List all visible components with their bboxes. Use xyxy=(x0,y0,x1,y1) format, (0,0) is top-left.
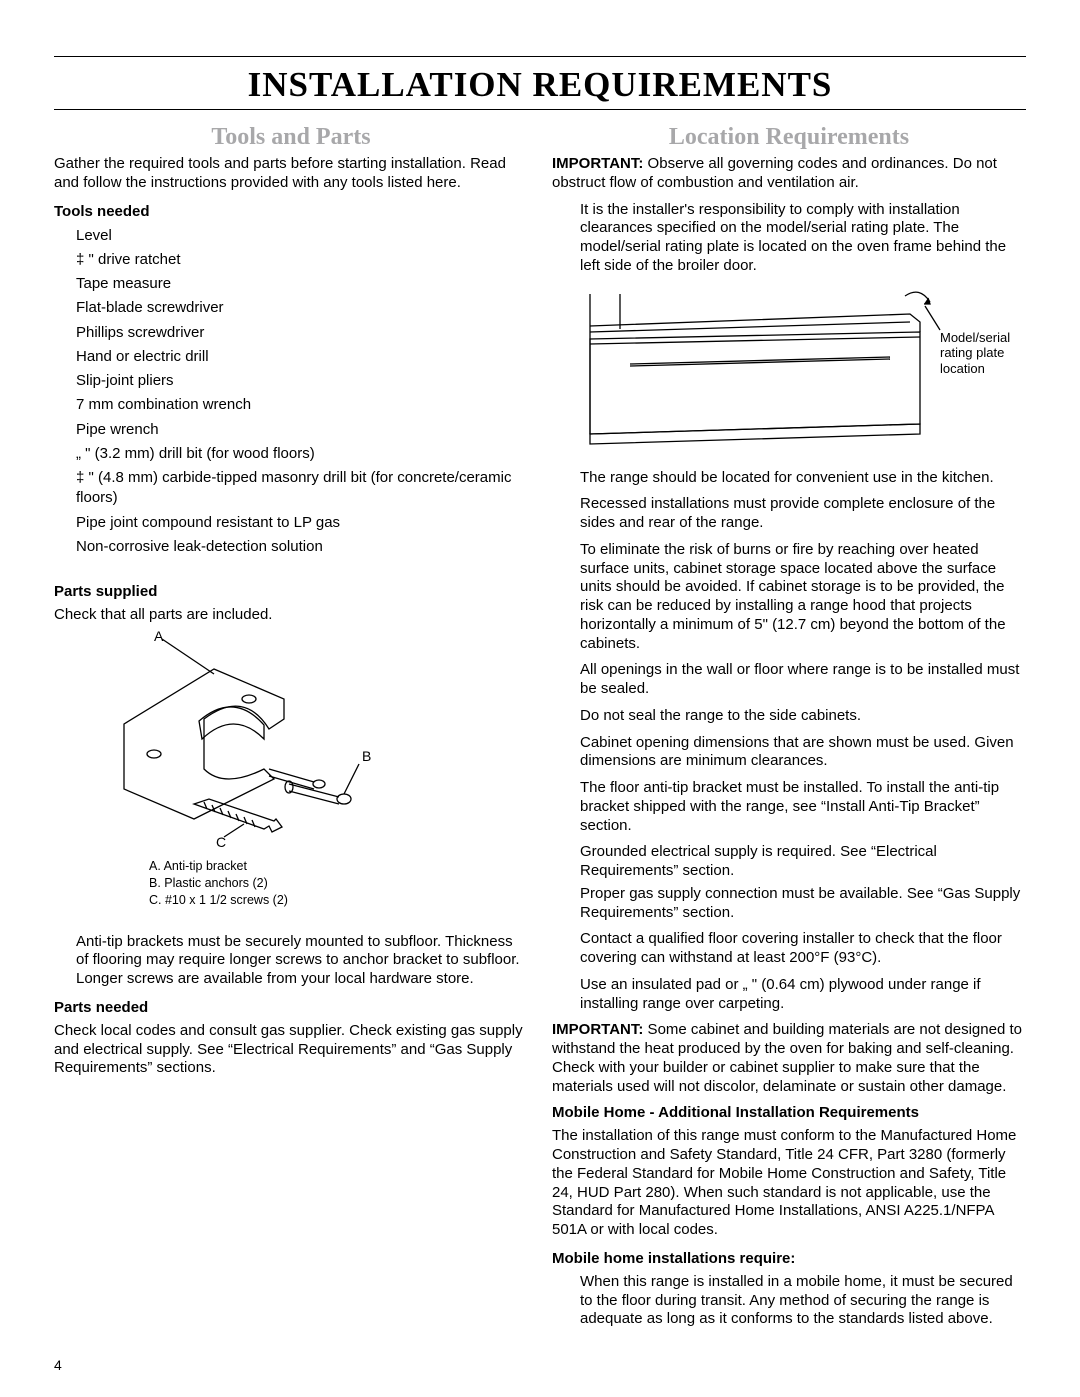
parts-legend: A. Anti-tip bracket B. Plastic anchors (… xyxy=(149,858,528,909)
label-b: B xyxy=(362,748,371,764)
left-column: Tools and Parts Gather the required tool… xyxy=(54,124,528,1337)
mobile-req-head: Mobile home installations require: xyxy=(552,1250,1026,1267)
top-rule xyxy=(54,56,1026,57)
tool-item: Pipe wrench xyxy=(76,420,528,440)
tools-intro: Gather the required tools and parts befo… xyxy=(54,155,528,193)
tools-parts-heading: Tools and Parts xyxy=(54,124,528,151)
label-a: A xyxy=(154,629,164,644)
legend-a: A. Anti-tip bracket xyxy=(149,858,528,875)
tool-item: Flat-blade screwdriver xyxy=(76,298,528,318)
legend-c: C. #10 x 1 1/2 screws (2) xyxy=(149,892,528,909)
tool-item: Phillips screwdriver xyxy=(76,323,528,343)
tool-item: ‡ " (4.8 mm) carbide-tipped masonry dril… xyxy=(76,468,528,509)
mobile-home-text: The installation of this range must conf… xyxy=(552,1127,1026,1240)
bullet-item: Cabinet opening dimensions that are show… xyxy=(552,734,1026,772)
parts-supplied-head: Parts supplied xyxy=(54,583,528,600)
tool-item: „ " (3.2 mm) drill bit (for wood floors) xyxy=(76,444,528,464)
tool-item: Hand or electric drill xyxy=(76,347,528,367)
tool-item: Tape measure xyxy=(76,274,528,294)
tool-item: Level xyxy=(76,226,528,246)
tools-list: Level ‡ " drive ratchet Tape measure Fla… xyxy=(54,226,528,558)
important-label: IMPORTANT: xyxy=(552,155,643,172)
bullet-item: Proper gas supply connection must be ava… xyxy=(552,885,1026,923)
mobile-home-head: Mobile Home - Additional Installation Re… xyxy=(552,1104,1026,1121)
parts-check-text: Check that all parts are included. xyxy=(54,606,528,623)
parts-diagram: A B C xyxy=(94,629,528,854)
legend-b: B. Plastic anchors (2) xyxy=(149,875,528,892)
main-title: INSTALLATION REQUIREMENTS xyxy=(54,65,1026,105)
bullet-item: Grounded electrical supply is required. … xyxy=(552,843,1026,881)
important-2: IMPORTANT: Some cabinet and building mat… xyxy=(552,1021,1026,1096)
right-column: Location Requirements IMPORTANT: Observe… xyxy=(552,124,1026,1337)
two-column-layout: Tools and Parts Gather the required tool… xyxy=(54,124,1026,1337)
page-number: 4 xyxy=(54,1357,62,1373)
important-1: IMPORTANT: Observe all governing codes a… xyxy=(552,155,1026,193)
bullet-item: All openings in the wall or floor where … xyxy=(552,661,1026,699)
bullet-item: The range should be located for convenie… xyxy=(552,469,1026,488)
bullet-item: Recessed installations must provide comp… xyxy=(552,495,1026,533)
diagram-label: Model/serial rating plate location xyxy=(940,330,1020,377)
bullet-item: To eliminate the risk of burns or fire b… xyxy=(552,541,1026,654)
label-c: C xyxy=(216,834,226,849)
bullet-item: The floor anti-tip bracket must be insta… xyxy=(552,779,1026,835)
parts-needed-head: Parts needed xyxy=(54,999,528,1016)
bullet-item: Contact a qualified floor covering insta… xyxy=(552,930,1026,968)
bullet-item: Use an insulated pad or „ " (0.64 cm) pl… xyxy=(552,976,1026,1014)
tools-needed-head: Tools needed xyxy=(54,203,528,220)
tool-item: Slip-joint pliers xyxy=(76,371,528,391)
location-bullets: The range should be located for convenie… xyxy=(552,469,1026,1014)
title-underline xyxy=(54,109,1026,110)
parts-needed-text: Check local codes and consult gas suppli… xyxy=(54,1022,528,1078)
bullet-item: Do not seal the range to the side cabine… xyxy=(552,707,1026,726)
tool-item: Non-corrosive leak-detection solution xyxy=(76,537,528,557)
important-label: IMPORTANT: xyxy=(552,1021,643,1038)
anti-tip-note: Anti-tip brackets must be securely mount… xyxy=(76,933,528,989)
mobile-req-item: When this range is installed in a mobile… xyxy=(552,1273,1026,1329)
tool-item: 7 mm combination wrench xyxy=(76,395,528,415)
range-diagram: Model/serial rating plate location xyxy=(580,284,1026,459)
tool-item: ‡ " drive ratchet xyxy=(76,250,528,270)
installer-note: It is the installer's responsibility to … xyxy=(552,201,1026,276)
tool-item: Pipe joint compound resistant to LP gas xyxy=(76,513,528,533)
location-req-heading: Location Requirements xyxy=(552,124,1026,151)
